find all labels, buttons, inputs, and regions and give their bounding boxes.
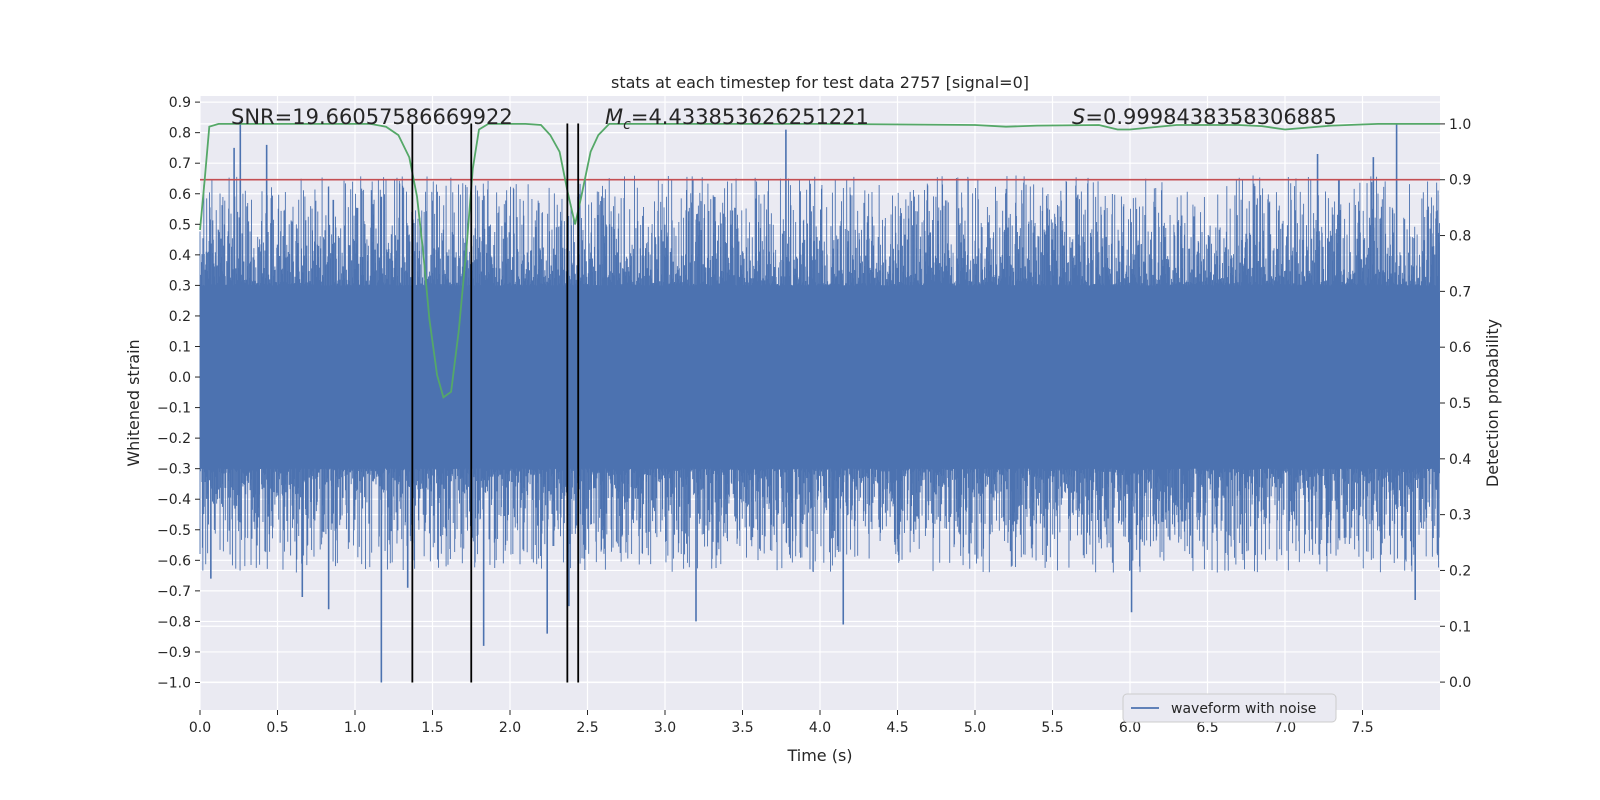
x-tick-label: 5.5	[1041, 720, 1063, 736]
legend-box	[1122, 693, 1337, 723]
y-tick-label: 0.2	[169, 309, 191, 325]
x-tick-label: 6.0	[1119, 720, 1141, 736]
chirp-mass-equals: =	[631, 105, 649, 129]
y2-tick-label: 0.7	[1449, 284, 1471, 300]
x-tick-label: 4.0	[809, 720, 831, 736]
y2-tick-label: 0.8	[1449, 229, 1471, 245]
y-tick-label: 0.3	[169, 278, 191, 294]
y-tick-label: 0.1	[169, 339, 191, 355]
x-tick-label: 1.5	[421, 720, 443, 736]
x-tick-label: 3.5	[731, 720, 753, 736]
y-tick-label: −0.4	[157, 492, 191, 508]
y-tick-label: −0.7	[157, 584, 191, 600]
y-tick-label: −0.5	[157, 523, 191, 539]
y-tick-label: −0.1	[157, 401, 191, 417]
x-tick-label: 5.0	[964, 720, 986, 736]
waveform-series	[199, 120, 1440, 683]
y2-tick-label: 0.1	[1449, 619, 1471, 635]
y-tick-label: 0.0	[169, 370, 191, 386]
y2-tick-label: 0.5	[1449, 396, 1471, 412]
waveform-spikes	[199, 175, 1440, 573]
chirp-mass-value: 4.433853626251221	[648, 105, 868, 129]
y-tick-label: 0.4	[169, 248, 191, 264]
y2-tick-label: 0.0	[1449, 675, 1471, 691]
x-tick-label: 7.0	[1274, 720, 1296, 736]
y-tick-label: −0.2	[157, 431, 191, 447]
statistic-annotation: S=0.9998438358306885	[1072, 105, 1337, 129]
chirp-mass-symbol: M	[605, 105, 623, 129]
chirp-mass-annotation: Mc=4.433853626251221	[605, 105, 869, 133]
y2-tick-label: 0.2	[1449, 563, 1471, 579]
y-tick-label: −0.9	[157, 645, 191, 661]
x-tick-label: 6.5	[1196, 720, 1218, 736]
y2-tick-label: 0.9	[1449, 173, 1471, 189]
statistic-symbol: S	[1072, 105, 1085, 129]
y-tick-label: 0.9	[169, 95, 191, 111]
legend-label: waveform with noise	[1171, 701, 1316, 717]
y-tick-label: 0.7	[169, 156, 191, 172]
x-tick-label: 3.0	[654, 720, 676, 736]
statistic-value: 0.9998438358306885	[1103, 105, 1337, 129]
y-tick-label: 0.6	[169, 187, 191, 203]
snr-prefix: SNR=	[231, 105, 292, 129]
chirp-mass-subscript: c	[623, 117, 631, 133]
y-tick-label: −0.3	[157, 462, 191, 478]
snr-value: 19.66057586669922	[292, 105, 512, 129]
y2-axis-label: Detection probability	[1483, 319, 1502, 487]
legend: waveform with noise	[1122, 693, 1337, 723]
y2-tick-label: 0.4	[1449, 452, 1471, 468]
y-tick-label: 0.8	[169, 126, 191, 142]
y-tick-label: −0.6	[157, 553, 191, 569]
snr-annotation: SNR=19.66057586669922	[231, 105, 513, 129]
y-tick-label: 0.5	[169, 217, 191, 233]
y-tick-label: −1.0	[157, 676, 191, 692]
statistic-equals: =	[1085, 105, 1103, 129]
y2-tick-label: 1.0	[1449, 117, 1471, 133]
chart-title: stats at each timestep for test data 275…	[611, 73, 1029, 92]
y-axis-ticks: −1.0 −0.9 −0.8 −0.7 −0.6 −0.5 −0.4 −0.3 −0.2 −0.1…	[157, 95, 200, 692]
x-tick-label: 2.0	[499, 720, 521, 736]
x-tick-label: 4.5	[886, 720, 908, 736]
x-tick-label: 1.0	[344, 720, 366, 736]
x-tick-label: 0.5	[266, 720, 288, 736]
y-axis-label: Whitened strain	[124, 339, 143, 466]
y-tick-label: −0.8	[157, 614, 191, 630]
x-tick-label: 2.5	[576, 720, 598, 736]
x-tick-label: 7.5	[1351, 720, 1373, 736]
y2-tick-label: 0.6	[1449, 340, 1471, 356]
x-tick-label: 0.0	[189, 720, 211, 736]
detection-probability-line	[199, 123, 1440, 399]
y2-tick-label: 0.3	[1449, 508, 1471, 524]
y2-axis-ticks: 0.0 0.1 0.2 0.3 0.4 0.5 0.6 0.7 0.8 0.9 1.0	[1440, 117, 1471, 691]
vertical-markers	[411, 123, 580, 683]
x-axis-label: Time (s)	[786, 746, 852, 765]
detection-probability-series	[199, 123, 1440, 399]
